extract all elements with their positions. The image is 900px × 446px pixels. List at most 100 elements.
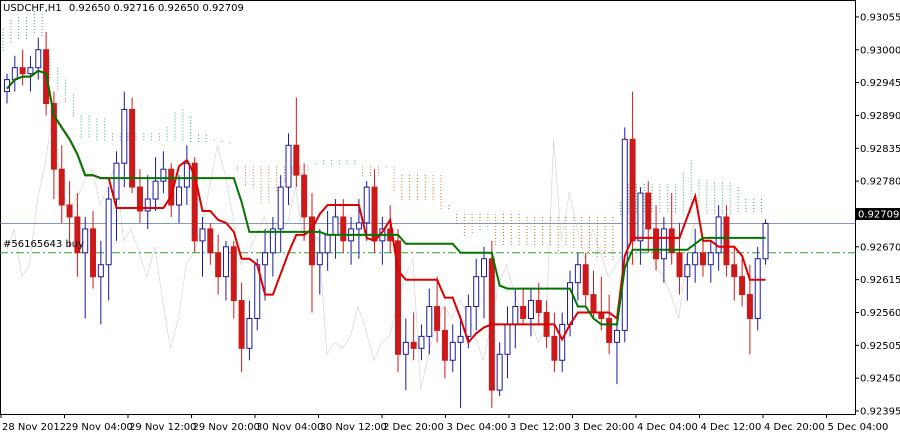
candle-body — [441, 329, 448, 361]
candle-body — [520, 306, 527, 319]
y-tick-label: 0.92945 — [860, 78, 900, 89]
candle — [637, 187, 644, 265]
candle-body — [183, 162, 190, 188]
candle-body — [27, 67, 34, 75]
candle — [301, 163, 308, 241]
candle — [160, 151, 167, 194]
x-tick-label: 28 Nov 2012 — [2, 422, 66, 433]
candle — [246, 300, 253, 361]
x-tick-label: 4 Dec 04:00 — [637, 422, 698, 433]
candle-body — [621, 138, 628, 331]
y-tick-label: 0.92395 — [860, 407, 900, 418]
candle — [762, 219, 769, 265]
current-price-tag-label: 0.92709 — [858, 210, 899, 221]
x-tick-label: 29 Nov 12:00 — [129, 422, 196, 433]
candle-body — [527, 300, 534, 319]
candle-body — [238, 300, 245, 349]
x-tick-label: 30 Nov 04:00 — [256, 422, 323, 433]
candle-body — [58, 168, 65, 206]
candle — [707, 240, 714, 283]
candle — [395, 228, 401, 373]
candle — [731, 246, 738, 301]
candle — [481, 246, 488, 319]
candle — [699, 240, 706, 277]
candle-body — [113, 162, 120, 200]
candle — [19, 49, 26, 86]
candle — [183, 145, 190, 206]
x-tick-label: 3 Dec 04:00 — [447, 422, 508, 433]
candle-body — [418, 335, 425, 349]
candle — [520, 288, 527, 325]
order-label: #56165643 buy — [3, 239, 84, 250]
candle-body — [692, 252, 699, 266]
candle-body — [754, 258, 761, 319]
candle-body — [316, 252, 323, 266]
ohlc-values: 0.92650 0.92716 0.92650 0.92709 — [69, 3, 244, 14]
candle — [418, 324, 425, 361]
candle — [35, 37, 42, 80]
candle-body — [129, 108, 136, 188]
candle-body — [613, 329, 620, 343]
candle-body — [355, 222, 362, 230]
candle — [316, 228, 323, 295]
candle — [668, 193, 675, 265]
candle-body — [90, 228, 97, 278]
candle-body — [395, 240, 401, 355]
y-tick-label: 0.92780 — [860, 177, 900, 188]
y-tick-label: 0.92450 — [860, 374, 900, 385]
candle — [105, 187, 112, 301]
candle-body — [684, 264, 691, 278]
candle — [551, 312, 558, 373]
candle-body — [363, 186, 370, 224]
candle-body — [629, 138, 636, 242]
candle-body — [559, 323, 566, 361]
candle-body — [121, 108, 128, 164]
candle — [113, 151, 120, 241]
candle — [410, 312, 417, 361]
plot-border — [0, 0, 856, 415]
candle — [285, 133, 292, 206]
candle-body — [582, 264, 589, 296]
candle-body — [434, 306, 441, 331]
candle-body — [410, 341, 417, 349]
candle — [559, 312, 566, 373]
y-tick-label: 0.93000 — [860, 45, 900, 56]
candle — [473, 258, 480, 331]
candle — [684, 252, 691, 301]
candle-body — [457, 335, 464, 343]
x-tick-label: 3 Dec 20:00 — [574, 422, 635, 433]
candle-body — [371, 186, 378, 242]
candle — [66, 181, 73, 247]
candle-body — [308, 216, 315, 266]
candle-body — [230, 246, 237, 302]
candle-body — [645, 192, 652, 230]
candle — [676, 222, 683, 295]
tenkan-sen-line — [6, 69, 766, 345]
candle-body — [715, 216, 722, 254]
candle-body — [637, 192, 644, 242]
candle-body — [551, 335, 558, 361]
y-tick-label: 0.92505 — [860, 341, 900, 352]
candle-body — [19, 67, 26, 75]
candle-body — [285, 144, 292, 188]
candle — [621, 127, 628, 343]
candle — [144, 175, 151, 229]
candle — [121, 91, 128, 188]
candle — [90, 210, 97, 289]
x-tick-label: 2 Dec 20:00 — [383, 422, 444, 433]
candle — [496, 342, 503, 397]
candle-body — [746, 294, 753, 319]
candle — [574, 252, 581, 301]
candle — [207, 222, 214, 265]
y-tick-label: 0.93055 — [860, 12, 900, 23]
chikou-path — [5, 109, 695, 391]
candle-body — [332, 216, 339, 236]
chart-header: USDCHF,H1 0.92650 0.92716 0.92650 0.9270… — [3, 3, 244, 14]
candle — [74, 193, 81, 277]
candle-body — [160, 168, 167, 182]
candle-body — [512, 306, 519, 325]
candle-body — [668, 228, 675, 254]
candle-body — [340, 216, 347, 242]
